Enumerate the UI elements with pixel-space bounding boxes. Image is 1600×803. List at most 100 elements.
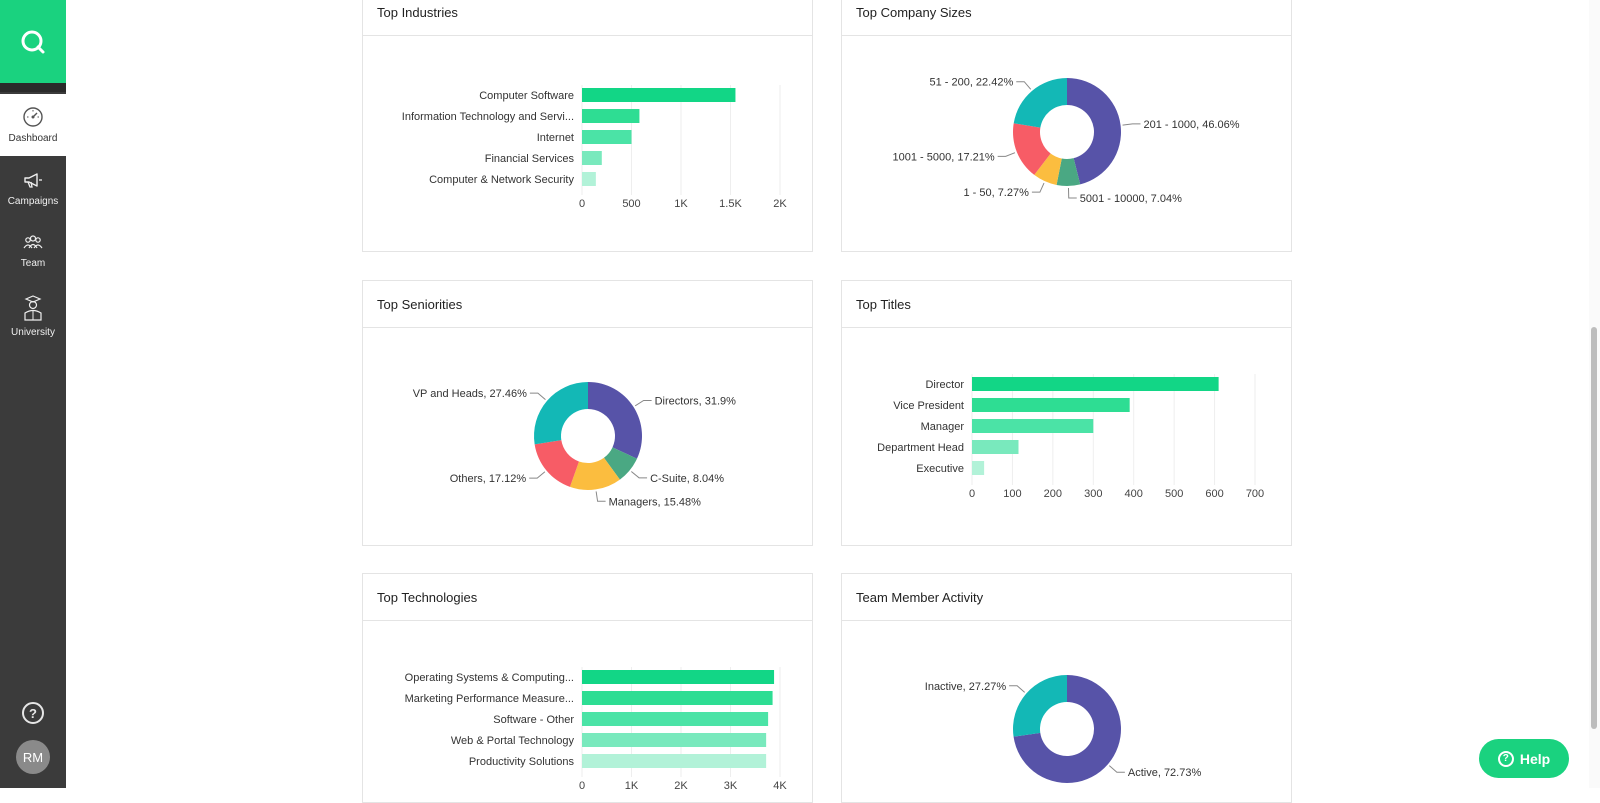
card-title: Top Seniorities: [363, 281, 812, 328]
logo-icon: [21, 30, 45, 53]
leader-line: [595, 491, 606, 502]
category-label: Productivity Solutions: [469, 756, 575, 768]
tick-label: 1K: [674, 198, 688, 210]
card-team-member-activity: Team Member Activity Active, 72.73% Inact…: [841, 573, 1292, 803]
sidebar-item-team[interactable]: Team: [0, 219, 66, 281]
megaphone-icon: [22, 169, 44, 191]
tick-label: 0: [579, 780, 585, 792]
slice: [1013, 675, 1067, 737]
card-title: Top Industries: [363, 0, 812, 36]
slice: [534, 382, 588, 445]
leader-line: [1009, 685, 1026, 693]
logo[interactable]: [0, 0, 66, 83]
leader-line: [1016, 81, 1032, 90]
tick-label: 1.5K: [719, 198, 742, 210]
tick-label: 700: [1246, 488, 1264, 500]
bar: [972, 440, 1019, 454]
category-label: Web & Portal Technology: [451, 735, 575, 747]
bar: [582, 88, 736, 102]
card-title: Top Technologies: [363, 574, 812, 621]
category-label: Vice President: [893, 400, 964, 412]
tick-label: 400: [1125, 488, 1143, 500]
technologies-bar-chart: 0 1K 2K 3K 4K Operating Systems & Computing..…: [405, 667, 787, 792]
leader-line: [1122, 123, 1141, 126]
bar: [582, 691, 773, 705]
category-label: Information Technology and Servi...: [402, 111, 574, 123]
slice: [588, 382, 642, 459]
bar: [972, 377, 1219, 391]
category-label: Department Head: [877, 442, 964, 454]
tick-label: 300: [1084, 488, 1102, 500]
slice-label: Directors, 31.9%: [655, 395, 737, 407]
sidebar-item-label: Campaigns: [7, 196, 59, 207]
seniorities-donut-chart: Directors, 31.9% C-Suite, 8.04% Managers, …: [413, 382, 737, 508]
category-label: Computer & Network Security: [429, 174, 574, 186]
sidebar-item-campaigns[interactable]: Campaigns: [0, 157, 66, 219]
slice: [1034, 153, 1062, 185]
sidebar-item-label: University: [11, 327, 55, 338]
slice: [569, 457, 620, 490]
card-top-seniorities: Top Seniorities Directors, 31.9% C-Suite,…: [362, 280, 813, 546]
leader-line: [529, 471, 546, 479]
slice-label: 5001 - 10000, 7.04%: [1080, 193, 1182, 205]
logo-strip: [0, 83, 66, 92]
slice: [603, 447, 638, 480]
bar: [582, 109, 640, 123]
tick-label: 0: [969, 488, 975, 500]
card-title: Team Member Activity: [842, 574, 1291, 621]
card-top-company-sizes: Top Company Sizes 201 - 1000, 46.06% 5001…: [841, 0, 1292, 252]
category-label: Manager: [921, 421, 965, 433]
slice-label: Active, 72.73%: [1128, 767, 1202, 779]
tick-label: 500: [622, 198, 640, 210]
leader-line: [1067, 187, 1077, 199]
bar: [582, 130, 632, 144]
tick-label: 0: [579, 198, 585, 210]
slice-label: C-Suite, 8.04%: [650, 473, 724, 485]
tick-label: 3K: [724, 780, 738, 792]
help-button[interactable]: ? Help: [1479, 739, 1569, 778]
slice: [1067, 78, 1121, 185]
slice-label: 1001 - 5000, 17.21%: [893, 151, 995, 163]
question-icon: ?: [1497, 750, 1514, 767]
bar: [972, 461, 985, 475]
tick-label: 500: [1165, 488, 1183, 500]
slice-label: VP and Heads, 27.46%: [413, 388, 527, 400]
card-top-technologies: Top Technologies 0 1K 2K 3K 4K Operating Syst…: [362, 573, 813, 803]
card-top-titles: Top Titles 0 100 200 300 400 500 600 700 Directo…: [841, 280, 1292, 546]
category-label: Financial Services: [485, 153, 575, 165]
tick-label: 4K: [773, 780, 787, 792]
slice: [1013, 675, 1121, 783]
gauge-icon: [22, 106, 44, 128]
graduate-icon: [22, 294, 44, 322]
company-sizes-donut-chart: 201 - 1000, 46.06% 5001 - 10000, 7.04% 1 -…: [893, 77, 1240, 205]
help-icon[interactable]: ?: [22, 702, 44, 724]
tick-label: 100: [1003, 488, 1021, 500]
leader-line: [997, 152, 1016, 157]
slice: [1013, 123, 1051, 175]
leader-line: [1031, 182, 1045, 193]
leader-line: [634, 399, 652, 407]
leader-line: [529, 392, 546, 400]
leader-line: [1108, 765, 1125, 773]
sidebar-item-label: Dashboard: [8, 133, 58, 144]
slice-label: 201 - 1000, 46.06%: [1143, 119, 1239, 131]
tick-label: 2K: [674, 780, 688, 792]
bar: [582, 733, 767, 747]
industries-bar-chart: 0 500 1K 1.5K 2K Computer Software Information…: [402, 85, 787, 210]
avatar[interactable]: RM: [16, 740, 50, 774]
sidebar: Dashboard Campaigns Team University ? RM: [0, 0, 66, 788]
bar: [582, 670, 775, 684]
sidebar-item-university[interactable]: University: [0, 285, 66, 347]
category-label: Operating Systems & Computing...: [405, 672, 574, 684]
slice: [1013, 78, 1067, 128]
bar: [582, 712, 769, 726]
card-top-industries: Top Industries 0 500 1K 1.5K 2K Computer Soft…: [362, 0, 813, 252]
slice-label: Inactive, 27.27%: [925, 681, 1007, 693]
category-label: Software - Other: [493, 714, 574, 726]
category-label: Director: [925, 379, 964, 391]
sidebar-item-dashboard[interactable]: Dashboard: [0, 94, 66, 156]
category-label: Executive: [916, 463, 964, 475]
bar: [582, 754, 767, 768]
scrollbar-thumb[interactable]: [1591, 327, 1597, 729]
team-icon: [22, 231, 44, 253]
